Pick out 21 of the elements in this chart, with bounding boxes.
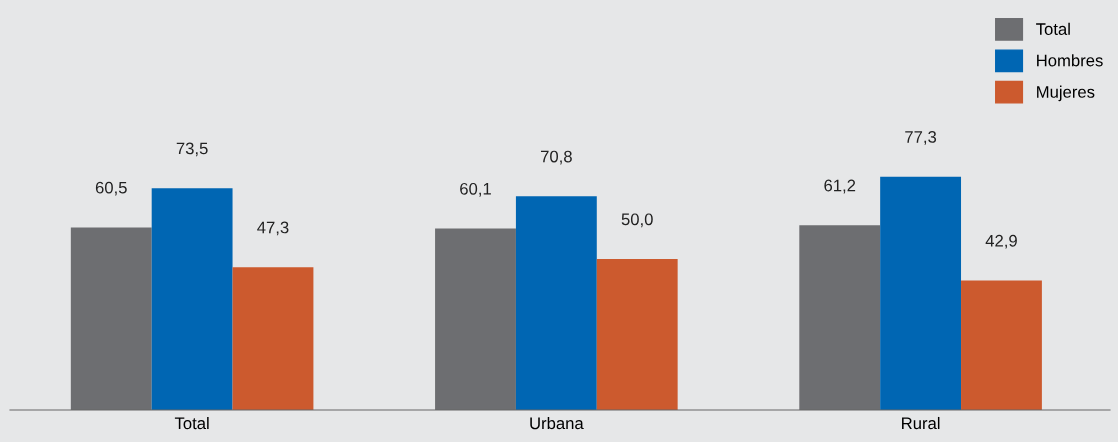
data-label: 50,0	[621, 213, 653, 228]
x-tick-label: Urbana	[530, 416, 584, 430]
x-tick-label: Total	[174, 416, 209, 430]
bar	[961, 280, 1042, 410]
data-label: 47,3	[257, 221, 289, 236]
legend-label: Mujeres	[1037, 85, 1095, 102]
data-label: 61,2	[824, 179, 856, 194]
data-label: 60,5	[95, 181, 127, 196]
data-label: 73,5	[176, 142, 208, 157]
bar	[515, 196, 597, 410]
bar	[232, 267, 314, 410]
legend-label: Total	[1036, 22, 1070, 35]
data-label: 42,9	[985, 234, 1017, 249]
bar	[880, 176, 962, 410]
data-label: 70,8	[540, 150, 572, 165]
data-label: 77,3	[905, 131, 937, 145]
bar	[596, 259, 678, 410]
legend-label: Hombres	[1037, 54, 1103, 67]
bar	[151, 188, 233, 410]
data-label: 60,1	[460, 182, 491, 197]
x-tick-label: Rural	[902, 416, 940, 430]
